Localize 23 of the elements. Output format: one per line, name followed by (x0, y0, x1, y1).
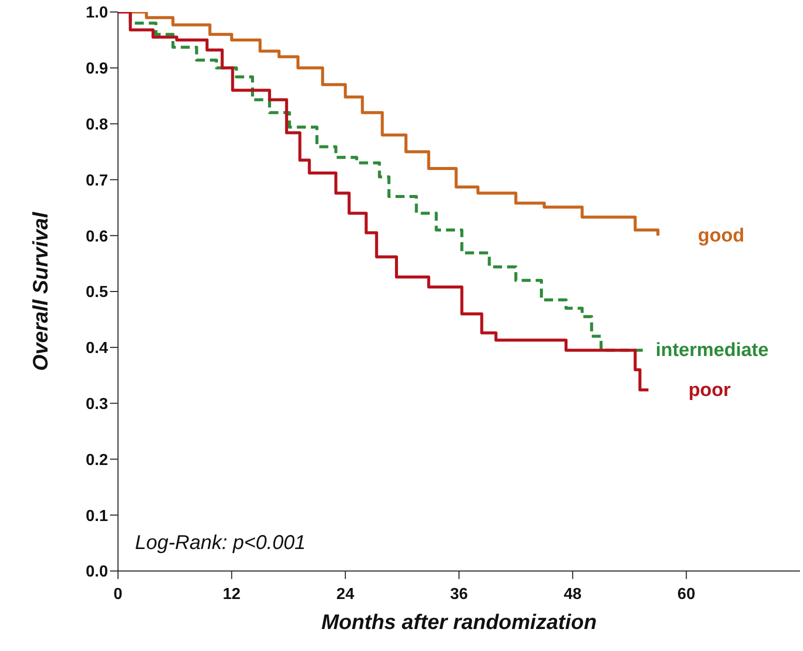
y-tick-label: 0.6 (86, 228, 108, 246)
y-tick-label: 1.0 (86, 4, 108, 22)
y-tick-label: 0.7 (86, 172, 108, 190)
x-tick-label: 36 (450, 586, 468, 603)
x-tick-label: 24 (336, 586, 354, 603)
y-tick-label: 0.0 (86, 564, 108, 581)
x-axis-title: Months after randomization (321, 611, 597, 634)
y-tick-label: 0.9 (86, 60, 108, 78)
y-axis-title: Overall Survival (29, 210, 52, 371)
y-tick-label: 0.8 (86, 116, 108, 134)
annotation: Log-Rank: p<0.001 (135, 532, 306, 555)
x-tick-label: 0 (114, 586, 123, 603)
y-tick-label: 0.1 (86, 508, 108, 525)
series-label: intermediate (656, 340, 769, 362)
x-tick-label: 12 (222, 586, 241, 603)
x-tick-label: 48 (564, 586, 582, 603)
y-tick-label: 0.2 (86, 452, 108, 469)
text: good (698, 226, 744, 247)
x-tick-label: 60 (677, 586, 696, 603)
y-tick-label: 0.5 (86, 284, 108, 302)
y-tick-label: 0.3 (86, 396, 108, 413)
y-tick-label: 0.4 (86, 340, 108, 358)
text: poor (688, 380, 732, 401)
